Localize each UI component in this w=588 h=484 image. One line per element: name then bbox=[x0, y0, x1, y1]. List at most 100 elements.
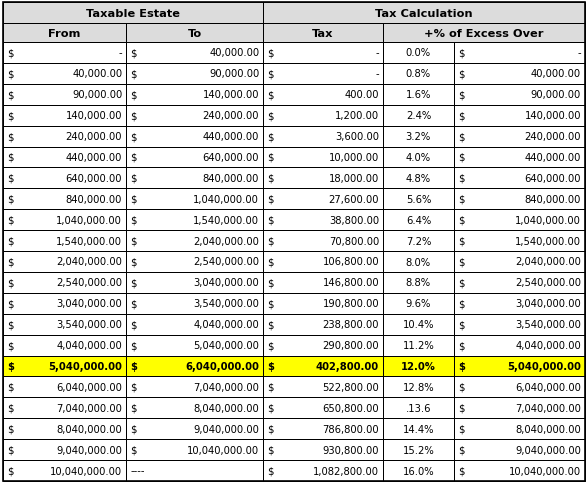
Bar bbox=[454, 314, 585, 335]
Text: 1,082,800.00: 1,082,800.00 bbox=[313, 466, 379, 476]
Text: $: $ bbox=[267, 236, 273, 246]
Text: $: $ bbox=[7, 111, 14, 121]
Bar bbox=[126, 147, 263, 168]
Text: 8.0%: 8.0% bbox=[406, 257, 431, 267]
Text: $: $ bbox=[267, 361, 274, 371]
Bar bbox=[263, 335, 383, 356]
Bar bbox=[454, 168, 585, 189]
Text: 4.0%: 4.0% bbox=[406, 152, 431, 163]
Text: -: - bbox=[375, 69, 379, 79]
Bar bbox=[263, 64, 383, 85]
Bar bbox=[454, 189, 585, 210]
Text: 4,040,000.00: 4,040,000.00 bbox=[193, 319, 259, 330]
Bar bbox=[454, 377, 585, 397]
Bar bbox=[263, 106, 383, 126]
Bar bbox=[454, 293, 585, 314]
Text: $: $ bbox=[7, 90, 14, 100]
Text: 5,040,000.00: 5,040,000.00 bbox=[193, 340, 259, 350]
Bar bbox=[3, 3, 263, 24]
Text: $: $ bbox=[458, 466, 465, 476]
Bar bbox=[263, 231, 383, 252]
Text: $: $ bbox=[458, 445, 465, 454]
Bar bbox=[3, 231, 126, 252]
Text: 6.4%: 6.4% bbox=[406, 215, 431, 225]
Bar bbox=[126, 293, 263, 314]
Text: $: $ bbox=[267, 257, 273, 267]
Text: $: $ bbox=[7, 236, 14, 246]
Text: 18,000.00: 18,000.00 bbox=[329, 174, 379, 183]
Bar bbox=[383, 147, 454, 168]
Bar bbox=[126, 252, 263, 272]
Bar bbox=[383, 439, 454, 460]
Bar bbox=[383, 168, 454, 189]
Text: 8,040,000.00: 8,040,000.00 bbox=[56, 424, 122, 434]
Bar bbox=[454, 272, 585, 293]
Bar bbox=[3, 64, 126, 85]
Bar bbox=[126, 293, 263, 314]
Bar bbox=[454, 64, 585, 85]
Bar bbox=[126, 210, 263, 231]
Text: $: $ bbox=[458, 257, 465, 267]
Bar bbox=[454, 356, 585, 377]
Text: $: $ bbox=[131, 69, 137, 79]
Bar bbox=[263, 460, 383, 481]
Bar bbox=[3, 3, 263, 24]
Bar bbox=[454, 252, 585, 272]
Text: 40,000.00: 40,000.00 bbox=[72, 69, 122, 79]
Bar bbox=[263, 64, 383, 85]
Bar bbox=[383, 293, 454, 314]
Text: 1,540,000.00: 1,540,000.00 bbox=[193, 215, 259, 225]
Bar bbox=[454, 377, 585, 397]
Text: 140,000.00: 140,000.00 bbox=[524, 111, 581, 121]
Bar bbox=[263, 147, 383, 168]
Bar bbox=[263, 85, 383, 106]
Bar bbox=[263, 272, 383, 293]
Bar bbox=[263, 24, 383, 43]
Text: $: $ bbox=[267, 424, 273, 434]
Bar bbox=[454, 189, 585, 210]
Text: $: $ bbox=[267, 382, 273, 392]
Text: 10.4%: 10.4% bbox=[403, 319, 434, 330]
Bar bbox=[383, 356, 454, 377]
Text: $: $ bbox=[7, 466, 14, 476]
Text: 10,040,000.00: 10,040,000.00 bbox=[50, 466, 122, 476]
Bar bbox=[126, 24, 263, 43]
Bar bbox=[126, 377, 263, 397]
Text: 522,800.00: 522,800.00 bbox=[322, 382, 379, 392]
Bar bbox=[126, 272, 263, 293]
Text: 5,040,000.00: 5,040,000.00 bbox=[48, 361, 122, 371]
Text: 8,040,000.00: 8,040,000.00 bbox=[515, 424, 581, 434]
Text: $: $ bbox=[267, 278, 273, 288]
Text: 4.8%: 4.8% bbox=[406, 174, 431, 183]
Bar bbox=[383, 126, 454, 147]
Text: 40,000.00: 40,000.00 bbox=[531, 69, 581, 79]
Bar bbox=[383, 460, 454, 481]
Bar bbox=[454, 106, 585, 126]
Text: $: $ bbox=[458, 382, 465, 392]
Bar bbox=[454, 147, 585, 168]
Bar bbox=[126, 460, 263, 481]
Bar bbox=[3, 85, 126, 106]
Bar bbox=[383, 335, 454, 356]
Text: 40,000.00: 40,000.00 bbox=[209, 48, 259, 59]
Bar bbox=[126, 460, 263, 481]
Bar bbox=[126, 85, 263, 106]
Bar bbox=[126, 314, 263, 335]
Bar bbox=[454, 252, 585, 272]
Text: $: $ bbox=[267, 319, 273, 330]
Text: Tax: Tax bbox=[312, 29, 334, 38]
Text: $: $ bbox=[267, 340, 273, 350]
Bar bbox=[263, 126, 383, 147]
Text: 5,040,000.00: 5,040,000.00 bbox=[507, 361, 581, 371]
Bar bbox=[383, 43, 454, 64]
Text: 8,040,000.00: 8,040,000.00 bbox=[193, 403, 259, 413]
Bar bbox=[126, 189, 263, 210]
Text: $: $ bbox=[458, 236, 465, 246]
Bar bbox=[3, 419, 126, 439]
Text: Tax Calculation: Tax Calculation bbox=[375, 9, 473, 18]
Text: $: $ bbox=[267, 152, 273, 163]
Text: 2,540,000.00: 2,540,000.00 bbox=[193, 257, 259, 267]
Bar bbox=[263, 335, 383, 356]
Bar bbox=[3, 439, 126, 460]
Text: 3,040,000.00: 3,040,000.00 bbox=[56, 299, 122, 309]
